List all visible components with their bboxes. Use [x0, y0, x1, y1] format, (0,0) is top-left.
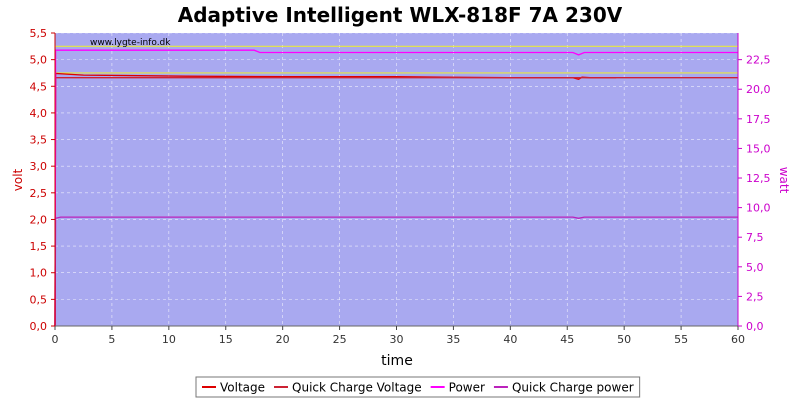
y-left-tick-label: 4,5 — [30, 80, 48, 93]
x-tick-label: 0 — [52, 333, 59, 346]
x-tick-label: 50 — [617, 333, 631, 346]
y-right-tick-label: 7,5 — [746, 231, 764, 244]
legend-box — [195, 376, 641, 398]
series-line-quick-charge-voltage — [54, 77, 738, 327]
watermark-text: www.lygte-info.dk — [90, 38, 171, 48]
y-right-axis-label: watt — [777, 167, 791, 194]
x-tick-label: 35 — [446, 333, 460, 346]
legend: Voltage Quick Charge Voltage Power Quick Ch… — [195, 376, 641, 398]
y-left-tick-label: 2,0 — [30, 213, 48, 226]
x-tick-label: 30 — [390, 333, 404, 346]
y-left-tick-label: 0,0 — [30, 320, 48, 333]
x-tick-label: 55 — [674, 333, 688, 346]
x-tick-label: 40 — [503, 333, 517, 346]
y-left-tick-label: 1,5 — [30, 240, 48, 253]
legend-label: Power — [449, 381, 485, 395]
y-right-tick-label: 10,0 — [746, 202, 771, 215]
y-right-tick-label: 17,5 — [746, 113, 771, 126]
y-right-tick-label: 15,0 — [746, 142, 771, 155]
legend-label: Voltage — [220, 381, 265, 395]
y-left-ticks: 0,0 0,5 1,0 1,5 2,0 2,5 3,0 3,5 4,0 4,5 5,0 5,5 — [30, 27, 55, 333]
y-left-axis-label: volt — [11, 168, 25, 191]
y-right-tick-label: 0,0 — [746, 320, 764, 333]
y-left-tick-label: 2,5 — [30, 187, 48, 200]
y-left-tick-label: 4,0 — [30, 107, 48, 120]
x-tick-label: 45 — [560, 333, 574, 346]
x-axis-ticks: 0 5 10 15 20 25 30 35 40 45 50 55 60 — [52, 326, 745, 346]
chart-title: Adaptive Intelligent WLX-818F 7A 230V — [178, 3, 623, 27]
legend-label: Quick Charge power — [512, 381, 634, 395]
x-axis-label: time — [381, 353, 413, 369]
y-left-tick-label: 0,5 — [30, 293, 48, 306]
y-right-tick-label: 12,5 — [746, 172, 771, 185]
y-left-tick-label: 5,0 — [30, 54, 48, 67]
y-right-tick-label: 22,5 — [746, 54, 771, 67]
y-left-tick-label: 3,0 — [30, 160, 48, 173]
series-line-quick-charge-power — [54, 216, 738, 327]
y-left-tick-label: 1,0 — [30, 267, 48, 280]
series-line-power — [54, 49, 738, 327]
x-tick-label: 25 — [333, 333, 347, 346]
series-lines — [54, 49, 738, 327]
x-tick-label: 10 — [162, 333, 176, 346]
legend-label: Quick Charge Voltage — [292, 381, 422, 395]
y-right-ticks: 0,0 2,5 5,0 7,5 10,0 12,5 15,0 17,5 20,0 22,5 — [738, 54, 771, 333]
y-left-tick-label: 5,5 — [30, 27, 48, 40]
x-tick-label: 60 — [731, 333, 745, 346]
x-tick-label: 15 — [219, 333, 233, 346]
x-tick-label: 20 — [276, 333, 290, 346]
y-right-tick-label: 20,0 — [746, 83, 771, 96]
reference-lines — [55, 45, 738, 74]
y-right-tick-label: 2,5 — [746, 290, 764, 303]
x-tick-label: 5 — [108, 333, 115, 346]
y-right-tick-label: 5,0 — [746, 261, 764, 274]
y-left-tick-label: 3,5 — [30, 134, 48, 147]
